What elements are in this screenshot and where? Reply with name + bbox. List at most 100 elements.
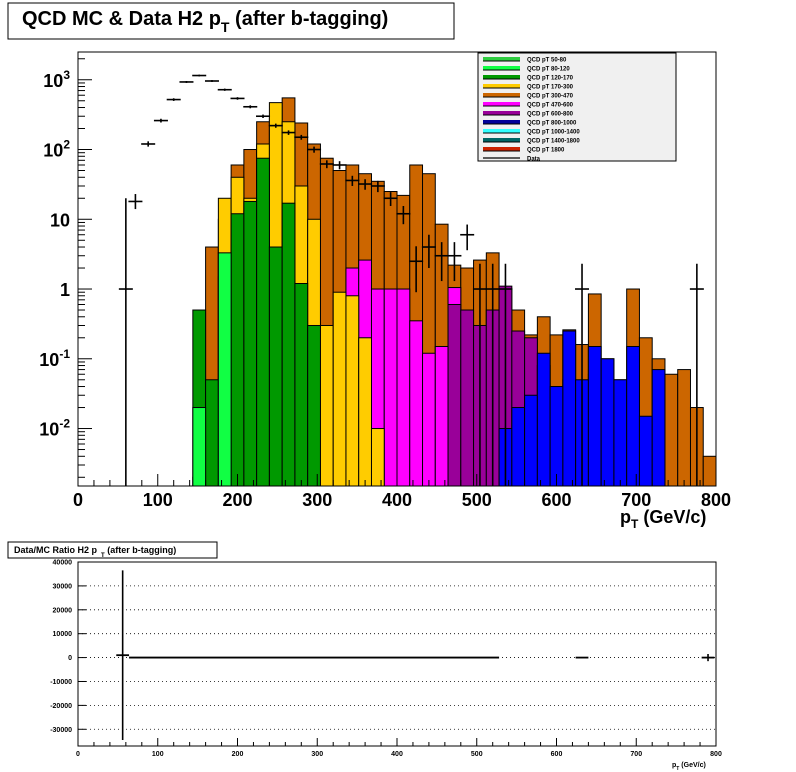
legend-label: QCD pT 300-470 xyxy=(527,94,574,100)
legend-item: QCD pT 600-800 xyxy=(483,111,574,118)
series-pt-800-1000-bars-bar xyxy=(651,369,666,487)
series-pt-800-1000-bars-bar xyxy=(638,415,653,487)
top-x-tick-label: 100 xyxy=(143,490,173,510)
ratio-x-tick-label: 500 xyxy=(471,751,483,758)
data-point xyxy=(689,263,704,486)
legend-label: QCD pT 1800 xyxy=(527,148,565,154)
legend-item: QCD pT 1400-1800 xyxy=(483,138,580,145)
legend-item: QCD pT 170-300 xyxy=(483,84,574,91)
data-point xyxy=(332,161,347,170)
top-y-tick-label: 103 xyxy=(43,68,70,91)
legend-label: QCD pT 1000-1400 xyxy=(527,130,580,136)
top-x-axis-title: pT (GeV/c) xyxy=(620,507,706,531)
ratio-x-axis-title: pT (GeV/c) xyxy=(672,762,706,772)
data-point xyxy=(396,205,411,225)
data-point xyxy=(319,160,334,169)
top-y-tick-label: 102 xyxy=(43,138,70,161)
top-histogram xyxy=(192,97,717,487)
legend-label: QCD pT 470-600 xyxy=(527,103,574,109)
series-pt-170-300-bars-bar xyxy=(319,324,334,487)
data-point xyxy=(128,194,143,210)
series-pt-120-170-bars-bar xyxy=(205,379,219,487)
ratio-y-tick-label: -30000 xyxy=(50,727,72,734)
ratio-x-tick-label: 700 xyxy=(630,751,642,758)
series-pt-170-300-bars-bar xyxy=(345,295,360,487)
top-data-points xyxy=(118,74,704,486)
ratio-x-tick-label: 400 xyxy=(391,751,403,758)
data-point xyxy=(256,114,271,118)
ratio-x-tick-label: 600 xyxy=(551,751,563,758)
stack-total-bars-bar xyxy=(664,373,679,487)
top-x-tick-label: 500 xyxy=(462,490,492,510)
data-point xyxy=(204,80,219,82)
legend-label: QCD pT 50-80 xyxy=(527,58,567,64)
ratio-axes: 40000 30000 20000 10000 0 -10000 -20000 -30000 0… xyxy=(50,560,722,759)
data-point xyxy=(268,123,283,128)
main-title-box: QCD MC & Data H2 pT (after b-tagging) xyxy=(7,2,455,40)
data-point xyxy=(485,263,500,486)
legend-item: QCD pT 470-600 xyxy=(483,102,574,109)
data-point xyxy=(118,198,133,486)
legend-item: QCD pT 1800 xyxy=(483,147,565,154)
series-pt-600-800-bars-bar xyxy=(460,309,475,487)
series-pt-800-1000-bars-bar xyxy=(600,358,615,487)
main-title-sub: T xyxy=(221,19,230,35)
legend-item: QCD pT 80-120 xyxy=(483,66,570,73)
series-pt-470-600-bars-bar xyxy=(409,320,424,487)
data-point xyxy=(281,130,296,135)
series-pt-120-170-bars-bar xyxy=(294,282,309,487)
series-pt-800-1000-bars-bar xyxy=(511,407,526,487)
ratio-x-tick-label: 200 xyxy=(232,751,244,758)
main-title: QCD MC & Data H2 pT (after b-tagging) xyxy=(22,8,388,35)
series-pt-80-120-bars-bar xyxy=(217,252,232,487)
data-point xyxy=(383,192,398,206)
legend-label: QCD pT 170-300 xyxy=(527,85,574,91)
stack-total-bars-bar xyxy=(677,369,691,487)
ratio-data-points xyxy=(116,570,715,741)
ratio-y-tick-label: 20000 xyxy=(53,607,73,614)
data-point xyxy=(141,141,156,147)
data-point xyxy=(345,175,360,186)
series-pt-800-1000-bars-bar xyxy=(536,352,551,487)
data-point xyxy=(217,88,232,91)
ratio-plot-frame xyxy=(77,561,717,747)
top-axes: 0 100 200 300 400 500 600 700 80010310210110-110… xyxy=(39,58,731,510)
series-pt-170-300-bars-bar xyxy=(358,337,372,487)
ratio-x-tick-label: 0 xyxy=(76,751,80,758)
data-point xyxy=(370,180,385,193)
ratio-point xyxy=(701,654,715,662)
data-point xyxy=(409,246,424,293)
ratio-y-tick-label: 40000 xyxy=(53,560,73,567)
data-point xyxy=(447,242,462,282)
top-x-tick-label: 800 xyxy=(701,490,731,510)
data-point xyxy=(179,80,194,83)
series-pt-120-170-bars-bar xyxy=(307,324,321,487)
series-pt-120-170-bars-bar xyxy=(230,213,245,487)
series-pt-800-1000-bars-bar xyxy=(613,379,628,487)
top-x-tick-label: 700 xyxy=(621,490,651,510)
legend-label: QCD pT 800-1000 xyxy=(527,121,577,127)
top-x-tick-label: 0 xyxy=(73,490,83,510)
data-point xyxy=(472,263,487,486)
series-pt-120-170-bars-bar xyxy=(268,246,283,487)
data-point xyxy=(498,263,513,486)
top-y-tick-label: 1 xyxy=(60,280,70,300)
data-point xyxy=(243,105,258,109)
top-y-tick-label: 10-1 xyxy=(39,347,70,370)
top-x-tick-label: 200 xyxy=(222,490,252,510)
legend-label: QCD pT 80-120 xyxy=(527,67,570,73)
series-pt-80-120-bars xyxy=(192,252,232,487)
data-point xyxy=(294,134,309,140)
series-pt-800-1000-bars-bar xyxy=(587,345,602,487)
top-y-tick-label: 10-2 xyxy=(39,417,70,440)
series-pt-170-300-bars-bar xyxy=(332,291,347,487)
data-point xyxy=(166,98,181,101)
series-pt-470-600-bars-bar xyxy=(396,288,411,487)
series-pt-120-170-bars-bar xyxy=(256,157,270,487)
data-point xyxy=(434,242,449,282)
data-point xyxy=(358,179,373,190)
ratio-point xyxy=(116,570,130,741)
ratio-y-tick-label: 10000 xyxy=(53,631,73,638)
top-y-tick-label: 10 xyxy=(50,210,70,230)
